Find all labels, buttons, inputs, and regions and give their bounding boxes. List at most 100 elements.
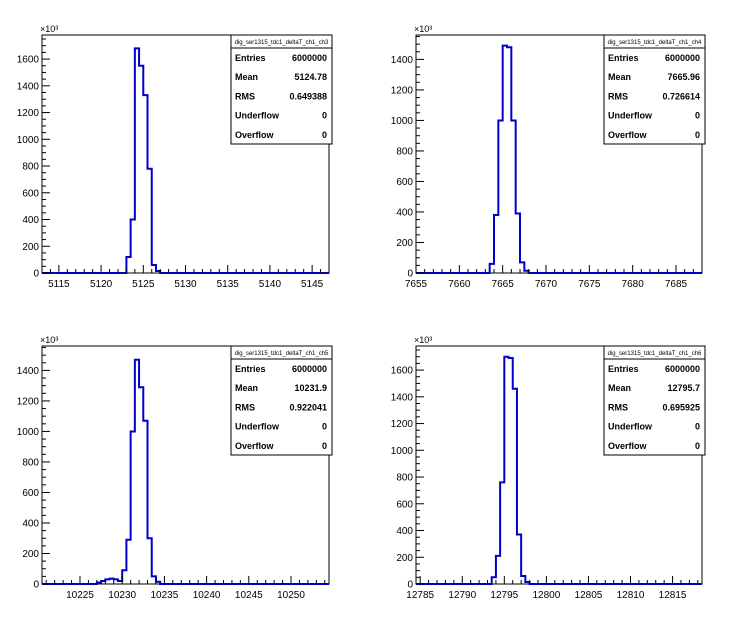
histogram-bin-5 [509, 358, 513, 584]
stats-box-title: dig_ser1315_tdc1_deltaT_ch1_ch6 [608, 351, 702, 357]
stats-value-entries: 6000000 [665, 364, 700, 374]
stats-label-underflow: Underflow [235, 422, 280, 432]
histogram-bin-4 [139, 66, 143, 273]
histogram-bin-8 [520, 262, 524, 273]
histogram-bin-2 [494, 215, 498, 273]
stats-label-entries: Entries [608, 53, 639, 63]
x-tick-label: 12785 [406, 590, 434, 601]
y-tick-label: 1600 [391, 366, 414, 377]
histogram-bin-1 [490, 264, 494, 273]
histogram-bin-9 [524, 271, 528, 273]
stats-value-entries: 6000000 [292, 53, 327, 63]
y-tick-label: 0 [33, 580, 39, 591]
y-tick-label: 400 [22, 518, 39, 529]
histogram-bin-12 [143, 421, 147, 584]
stats-value-underflow: 0 [322, 422, 327, 432]
stats-value-entries: 6000000 [665, 53, 700, 63]
x-tick-label: 5120 [90, 279, 113, 290]
stats-label-overflow: Overflow [608, 130, 648, 140]
y-tick-label: 1600 [17, 55, 40, 66]
x-tick-label: 7655 [405, 279, 428, 290]
y-tick-label: 1000 [391, 116, 414, 127]
stats-box-title: dig_ser1315_tdc1_deltaT_ch1_ch3 [235, 40, 329, 46]
stats-box-frame [603, 345, 706, 456]
y-tick-label: 200 [22, 549, 39, 560]
histogram-bin-1 [126, 257, 130, 273]
histogram-bin-7 [516, 214, 520, 274]
y-tick-label: 800 [22, 457, 39, 468]
x-tick-label: 7670 [535, 279, 558, 290]
histogram-line [416, 44, 702, 274]
x-tick-label: 10245 [235, 590, 263, 601]
stats-box-title: dig_ser1315_tdc1_deltaT_ch1_ch5 [235, 351, 329, 357]
histogram-bin-3 [135, 48, 139, 273]
stats-label-entries: Entries [608, 364, 639, 374]
histogram-line [42, 47, 329, 274]
y-tick-label: 0 [407, 269, 413, 280]
y-tick-label: 0 [407, 580, 413, 591]
stats-value-overflow: 0 [695, 130, 700, 140]
x-tick-label: 7680 [622, 279, 645, 290]
histogram-bin-8 [126, 540, 130, 584]
stats-value-overflow: 0 [322, 130, 327, 140]
y-tick-label: 1000 [17, 135, 40, 146]
histogram-bin-3 [500, 482, 504, 584]
y-tick-label: 600 [396, 177, 413, 188]
x-tick-label: 10230 [108, 590, 136, 601]
stats-box: dig_ser1315_tdc1_deltaT_ch1_ch6 Entries 60… [603, 345, 706, 456]
stats-label-overflow: Overflow [235, 441, 275, 451]
x-tick-label: 5125 [132, 279, 155, 290]
stats-value-rms: 0.695925 [662, 402, 700, 412]
y-tick-label: 1400 [391, 55, 414, 66]
stats-label-rms: RMS [235, 91, 255, 101]
x-tick-label: 10235 [150, 590, 178, 601]
histogram-panel-3: 0 200 400 600 800 1000 1200 1400 10225 10230 10235… [17, 335, 333, 601]
histogram-bin-1 [492, 577, 496, 584]
y-tick-label: 1200 [17, 396, 40, 407]
x-tick-label: 5135 [217, 279, 240, 290]
stats-value-underflow: 0 [322, 111, 327, 121]
x-tick-label: 10225 [66, 590, 94, 601]
y-tick-label: 1400 [17, 366, 40, 377]
y-tick-label: 400 [396, 207, 413, 218]
histogram-line [416, 355, 702, 585]
y-tick-label: 0 [33, 269, 39, 280]
y-tick-label: 1200 [391, 85, 414, 96]
stats-box-frame [230, 34, 333, 145]
y-tick-label: 800 [396, 473, 413, 484]
histogram-bin-6 [118, 581, 122, 584]
histogram-panel-4: 0 200 400 600 800 1000 1200 1400 1600 12785 12790 1… [391, 335, 706, 601]
stats-label-entries: Entries [235, 364, 266, 374]
histogram-bin-5 [143, 95, 147, 273]
histogram-bin-14 [152, 576, 156, 584]
stats-label-rms: RMS [608, 402, 628, 412]
histogram-bin-6 [148, 169, 152, 273]
histogram-bin-9 [131, 431, 135, 584]
y-exponent-label: ×10³ [40, 24, 58, 34]
histogram-bin-7 [152, 265, 156, 273]
stats-label-overflow: Overflow [608, 441, 648, 451]
x-tick-label: 10250 [277, 590, 305, 601]
histogram-bin-4 [504, 357, 508, 584]
stats-box: dig_ser1315_tdc1_deltaT_ch1_ch3 Entries 60… [230, 34, 333, 145]
x-tick-label: 7660 [448, 279, 471, 290]
stats-label-entries: Entries [235, 53, 266, 63]
x-tick-label: 5140 [259, 279, 282, 290]
y-tick-label: 600 [22, 488, 39, 499]
x-tick-label: 12790 [448, 590, 476, 601]
stats-value-mean: 12795.7 [667, 383, 700, 393]
stats-box-frame [230, 345, 333, 456]
x-tick-label: 12795 [490, 590, 518, 601]
y-tick-label: 200 [396, 553, 413, 564]
y-tick-label: 1400 [391, 392, 414, 403]
y-tick-label: 1400 [17, 81, 40, 92]
stats-box-title: dig_ser1315_tdc1_deltaT_ch1_ch4 [608, 40, 702, 46]
stats-value-mean: 5124.78 [294, 72, 327, 82]
histogram-bin-2 [131, 220, 135, 273]
x-tick-label: 7685 [665, 279, 688, 290]
stats-label-rms: RMS [608, 91, 628, 101]
stats-box: dig_ser1315_tdc1_deltaT_ch1_ch5 Entries 60… [230, 345, 333, 456]
y-tick-label: 1000 [17, 427, 40, 438]
histogram-bin-8 [521, 576, 525, 584]
